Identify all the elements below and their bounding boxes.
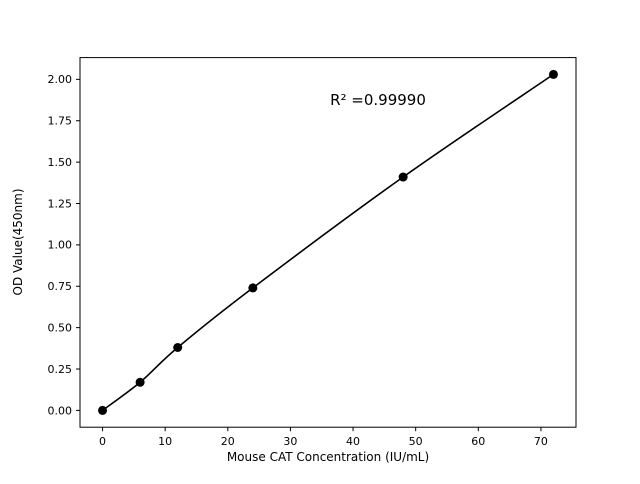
x-tick-label: 70 (534, 435, 548, 448)
data-point (173, 343, 183, 353)
data-point (248, 283, 258, 293)
x-axis-label: Mouse CAT Concentration (IU/mL) (227, 450, 429, 464)
y-tick-label: 1.00 (48, 239, 73, 252)
x-tick-label: 10 (158, 435, 172, 448)
y-tick-label: 0.75 (48, 280, 73, 293)
x-tick-label: 20 (221, 435, 235, 448)
data-point (548, 69, 558, 79)
x-tick-label: 60 (471, 435, 485, 448)
r-squared-annotation: R² =0.99990 (330, 91, 426, 109)
y-tick-label: 0.00 (48, 404, 73, 417)
plot-layer: 0 10 20 30 40 50 60 70 0.00 0.25 0.50 0.75 1.00 1.25 1… (48, 57, 577, 448)
data-point (398, 172, 408, 182)
x-tick-label: 40 (346, 435, 360, 448)
x-tick-label: 30 (283, 435, 297, 448)
y-tick-label: 1.50 (48, 156, 73, 169)
y-tick-label: 1.25 (48, 197, 73, 210)
plot-border (79, 57, 577, 428)
x-tick-label: 0 (99, 435, 106, 448)
y-tick-label: 2.00 (48, 73, 73, 86)
data-point (135, 377, 145, 387)
y-tick-label: 1.75 (48, 115, 73, 128)
x-tick-label: 50 (409, 435, 423, 448)
y-tick-label: 0.25 (48, 363, 73, 376)
y-axis-label: OD Value(450nm) (11, 188, 25, 295)
y-tick-label: 0.50 (48, 321, 73, 334)
fit-line (102, 73, 554, 412)
data-point (98, 405, 108, 415)
